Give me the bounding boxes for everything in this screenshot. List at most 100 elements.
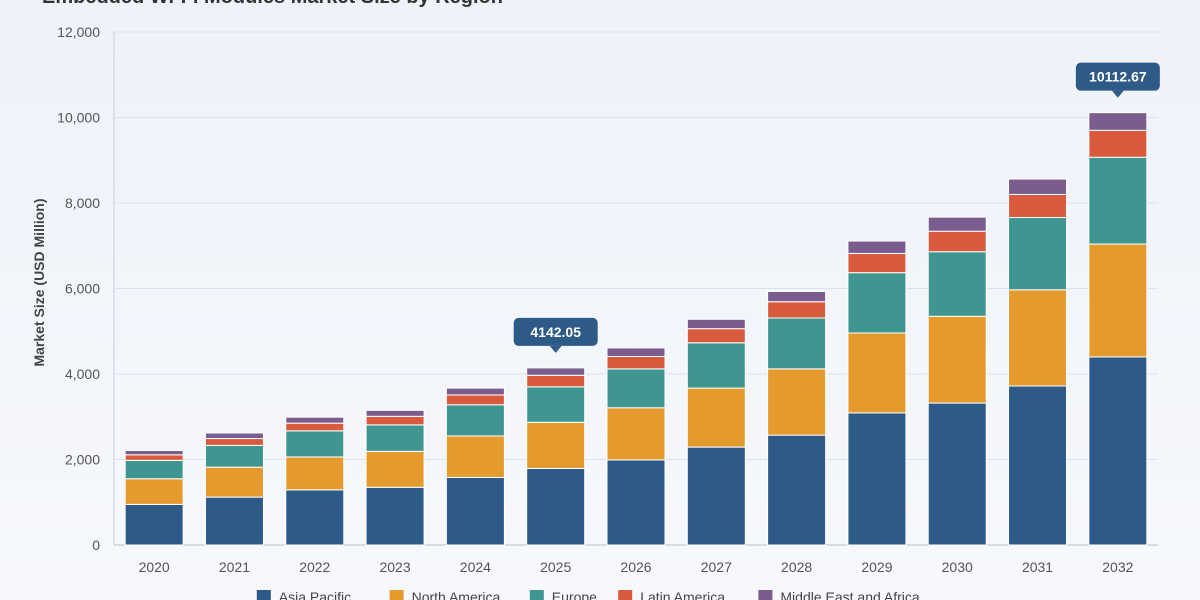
y-axis-title: Market Size (USD Million) — [31, 198, 47, 366]
x-tick-label: 2022 — [299, 559, 330, 575]
y-tick-label: 12,000 — [57, 24, 100, 40]
bar-segment-2021-4 — [204, 432, 264, 440]
bar-segment-2027-4 — [686, 318, 746, 330]
bar-segment-2029-2 — [847, 272, 907, 334]
total-callout: 10112.67 — [1075, 62, 1160, 98]
bar-segment-2021-1 — [204, 466, 264, 498]
bar-segment-2023-3 — [365, 415, 425, 426]
callout-pointer — [1111, 90, 1124, 98]
bar-segment-2023-2 — [365, 424, 425, 452]
callout-pointer — [549, 345, 562, 353]
bar-segment-2021-0 — [204, 496, 264, 546]
y-tick-label: 4,000 — [65, 366, 100, 382]
bar-segment-2031-4 — [1008, 178, 1068, 195]
bar-segment-2020-4 — [124, 450, 184, 456]
y-tick-label: 6,000 — [65, 281, 100, 297]
x-tick-label: 2028 — [781, 559, 812, 575]
bar-segment-2026-4 — [606, 347, 666, 357]
x-tick-label: 2025 — [540, 559, 571, 575]
legend-item[interactable]: Latin America — [618, 589, 725, 600]
bar-segment-2030-4 — [927, 216, 987, 232]
bar-segment-2029-1 — [847, 332, 907, 414]
bar-segment-2020-1 — [124, 478, 184, 505]
callout-label: 10112.67 — [1089, 69, 1147, 85]
legend-label: Latin America — [640, 589, 725, 600]
bar-segment-2020-0 — [124, 503, 184, 546]
bar-segment-2025-1 — [526, 421, 586, 469]
bar-segment-2031-0 — [1008, 385, 1068, 546]
bar-segment-2027-2 — [686, 342, 746, 389]
bar-segment-2022-3 — [285, 422, 345, 432]
x-tick-label: 2031 — [1022, 559, 1053, 575]
x-tick-label: 2030 — [942, 559, 973, 575]
bar-segment-2025-2 — [526, 386, 586, 423]
bar-segment-2024-3 — [445, 394, 505, 406]
bar-segment-2028-1 — [767, 368, 827, 436]
bar-segment-2027-1 — [686, 387, 746, 448]
bar-segment-2023-1 — [365, 450, 425, 488]
bar-segment-2032-1 — [1088, 243, 1148, 358]
x-tick-label: 2027 — [701, 559, 732, 575]
callout-box — [1075, 62, 1160, 91]
chart-title: Embedded Wi-Fi Modules Market Size by Re… — [42, 0, 503, 9]
bar-segment-2021-2 — [204, 444, 264, 468]
x-tick-label: 2021 — [219, 559, 250, 575]
x-tick-label: 2026 — [620, 559, 651, 575]
legend-swatch — [618, 590, 633, 600]
y-tick-label: 0 — [92, 537, 100, 553]
bar-segment-2029-3 — [847, 252, 907, 274]
x-tick-label: 2024 — [460, 559, 491, 575]
total-callout: 4142.05 — [513, 317, 598, 353]
bar-segment-2028-4 — [767, 290, 827, 303]
bar-segment-2023-4 — [365, 409, 425, 417]
bar-segment-2028-2 — [767, 317, 827, 370]
legend-label: Asia Pacific — [279, 589, 351, 600]
bar-segment-2024-1 — [445, 435, 505, 478]
bar-segment-2029-0 — [847, 412, 907, 546]
bar-segment-2031-1 — [1008, 289, 1068, 387]
bar-segment-2022-1 — [285, 456, 345, 491]
bar-segment-2022-0 — [285, 489, 345, 546]
callout-box — [513, 317, 598, 346]
bar-segment-2024-4 — [445, 387, 505, 396]
legend-label: Middle East and Africa — [780, 589, 920, 600]
bar-segment-2026-3 — [606, 355, 666, 370]
legend-swatch — [389, 590, 404, 600]
bar-segment-2021-3 — [204, 438, 264, 446]
bar-segment-2025-4 — [526, 367, 586, 376]
y-tick-label: 10,000 — [57, 110, 100, 126]
bar-segment-2022-4 — [285, 416, 345, 424]
bar-segment-2025-3 — [526, 374, 586, 388]
bar-segment-2026-1 — [606, 407, 666, 461]
legend-item[interactable]: Asia Pacific — [256, 589, 351, 600]
bar-segment-2031-3 — [1008, 193, 1068, 219]
x-tick-label: 2020 — [139, 559, 170, 575]
bar-segment-2030-2 — [927, 251, 987, 317]
legend-swatch — [256, 590, 271, 600]
legend-swatch — [529, 590, 544, 600]
bar-segment-2024-2 — [445, 404, 505, 437]
bar-segment-2023-0 — [365, 486, 425, 546]
bar-segment-2027-0 — [686, 446, 746, 546]
x-tick-label: 2023 — [379, 559, 410, 575]
bar-segment-2032-3 — [1088, 129, 1148, 158]
bar-segment-2020-2 — [124, 459, 184, 480]
bar-segment-2025-0 — [526, 467, 586, 546]
bar-segment-2032-4 — [1088, 112, 1148, 131]
y-tick-label: 8,000 — [65, 195, 100, 211]
bar-segment-2032-0 — [1088, 356, 1148, 546]
bar-segment-2031-2 — [1008, 217, 1068, 291]
bar-segment-2032-2 — [1088, 156, 1148, 245]
bar-segment-2026-2 — [606, 368, 666, 409]
x-tick-label: 2029 — [861, 559, 892, 575]
x-tick-label: 2032 — [1102, 559, 1133, 575]
legend-item[interactable]: Europe — [529, 589, 597, 600]
bar-segment-2026-0 — [606, 459, 666, 546]
callout-label: 4142.05 — [530, 324, 581, 340]
bar-segment-2028-3 — [767, 301, 827, 319]
bar-segment-2028-0 — [767, 434, 827, 546]
legend-label: Europe — [552, 589, 597, 600]
legend-item[interactable]: North America — [389, 589, 501, 600]
legend-item[interactable]: Middle East and Africa — [758, 589, 920, 600]
